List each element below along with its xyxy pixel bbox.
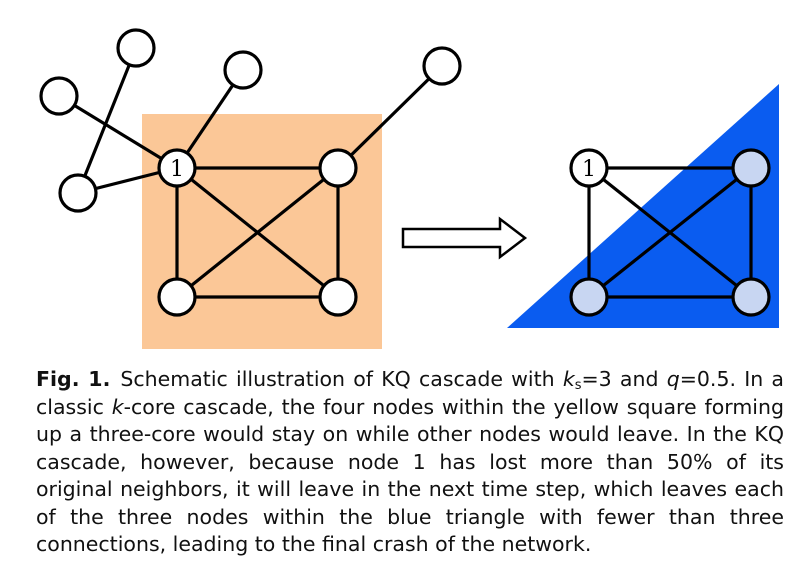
- node: [116, 28, 156, 68]
- right-arrow-icon: [401, 216, 528, 260]
- caption-text: -core cascade, the four nodes within the…: [36, 394, 785, 557]
- q-variable: q: [666, 367, 680, 391]
- caption-text: Schematic illustration of KQ cascade wit…: [120, 367, 563, 391]
- node-1-label: 1: [582, 157, 596, 182]
- edge: [175, 166, 340, 299]
- node-blue: [569, 277, 609, 317]
- k-variable: k: [111, 394, 124, 419]
- figure-label: Fig. 1.: [36, 367, 111, 391]
- node-1-label: 1: [170, 157, 184, 182]
- node: [39, 76, 79, 116]
- figure-caption: Fig. 1. Schematic illustration of KQ casc…: [36, 366, 784, 559]
- node: [422, 46, 462, 86]
- edge: [588, 166, 752, 299]
- right-edges: [587, 166, 753, 299]
- edge: [336, 64, 444, 170]
- node: [157, 277, 197, 317]
- network-diagram: 1 1: [39, 28, 779, 349]
- caption-text: =3 and: [581, 367, 667, 391]
- right-nodes: [569, 148, 771, 317]
- node-blue: [731, 277, 771, 317]
- node: [58, 173, 98, 213]
- node-blue: [731, 148, 771, 188]
- edge: [175, 69, 245, 169]
- node: [318, 148, 358, 188]
- caption-text: =0.5. In a classic: [36, 367, 784, 419]
- node: [223, 50, 263, 90]
- edge: [58, 94, 178, 170]
- ks-variable: k: [562, 367, 575, 391]
- node-1: [157, 148, 197, 188]
- node: [318, 277, 358, 317]
- left-nodes: [39, 28, 462, 317]
- edge: [76, 47, 138, 194]
- node-1: [569, 148, 609, 188]
- ks-subscript: s: [574, 378, 582, 393]
